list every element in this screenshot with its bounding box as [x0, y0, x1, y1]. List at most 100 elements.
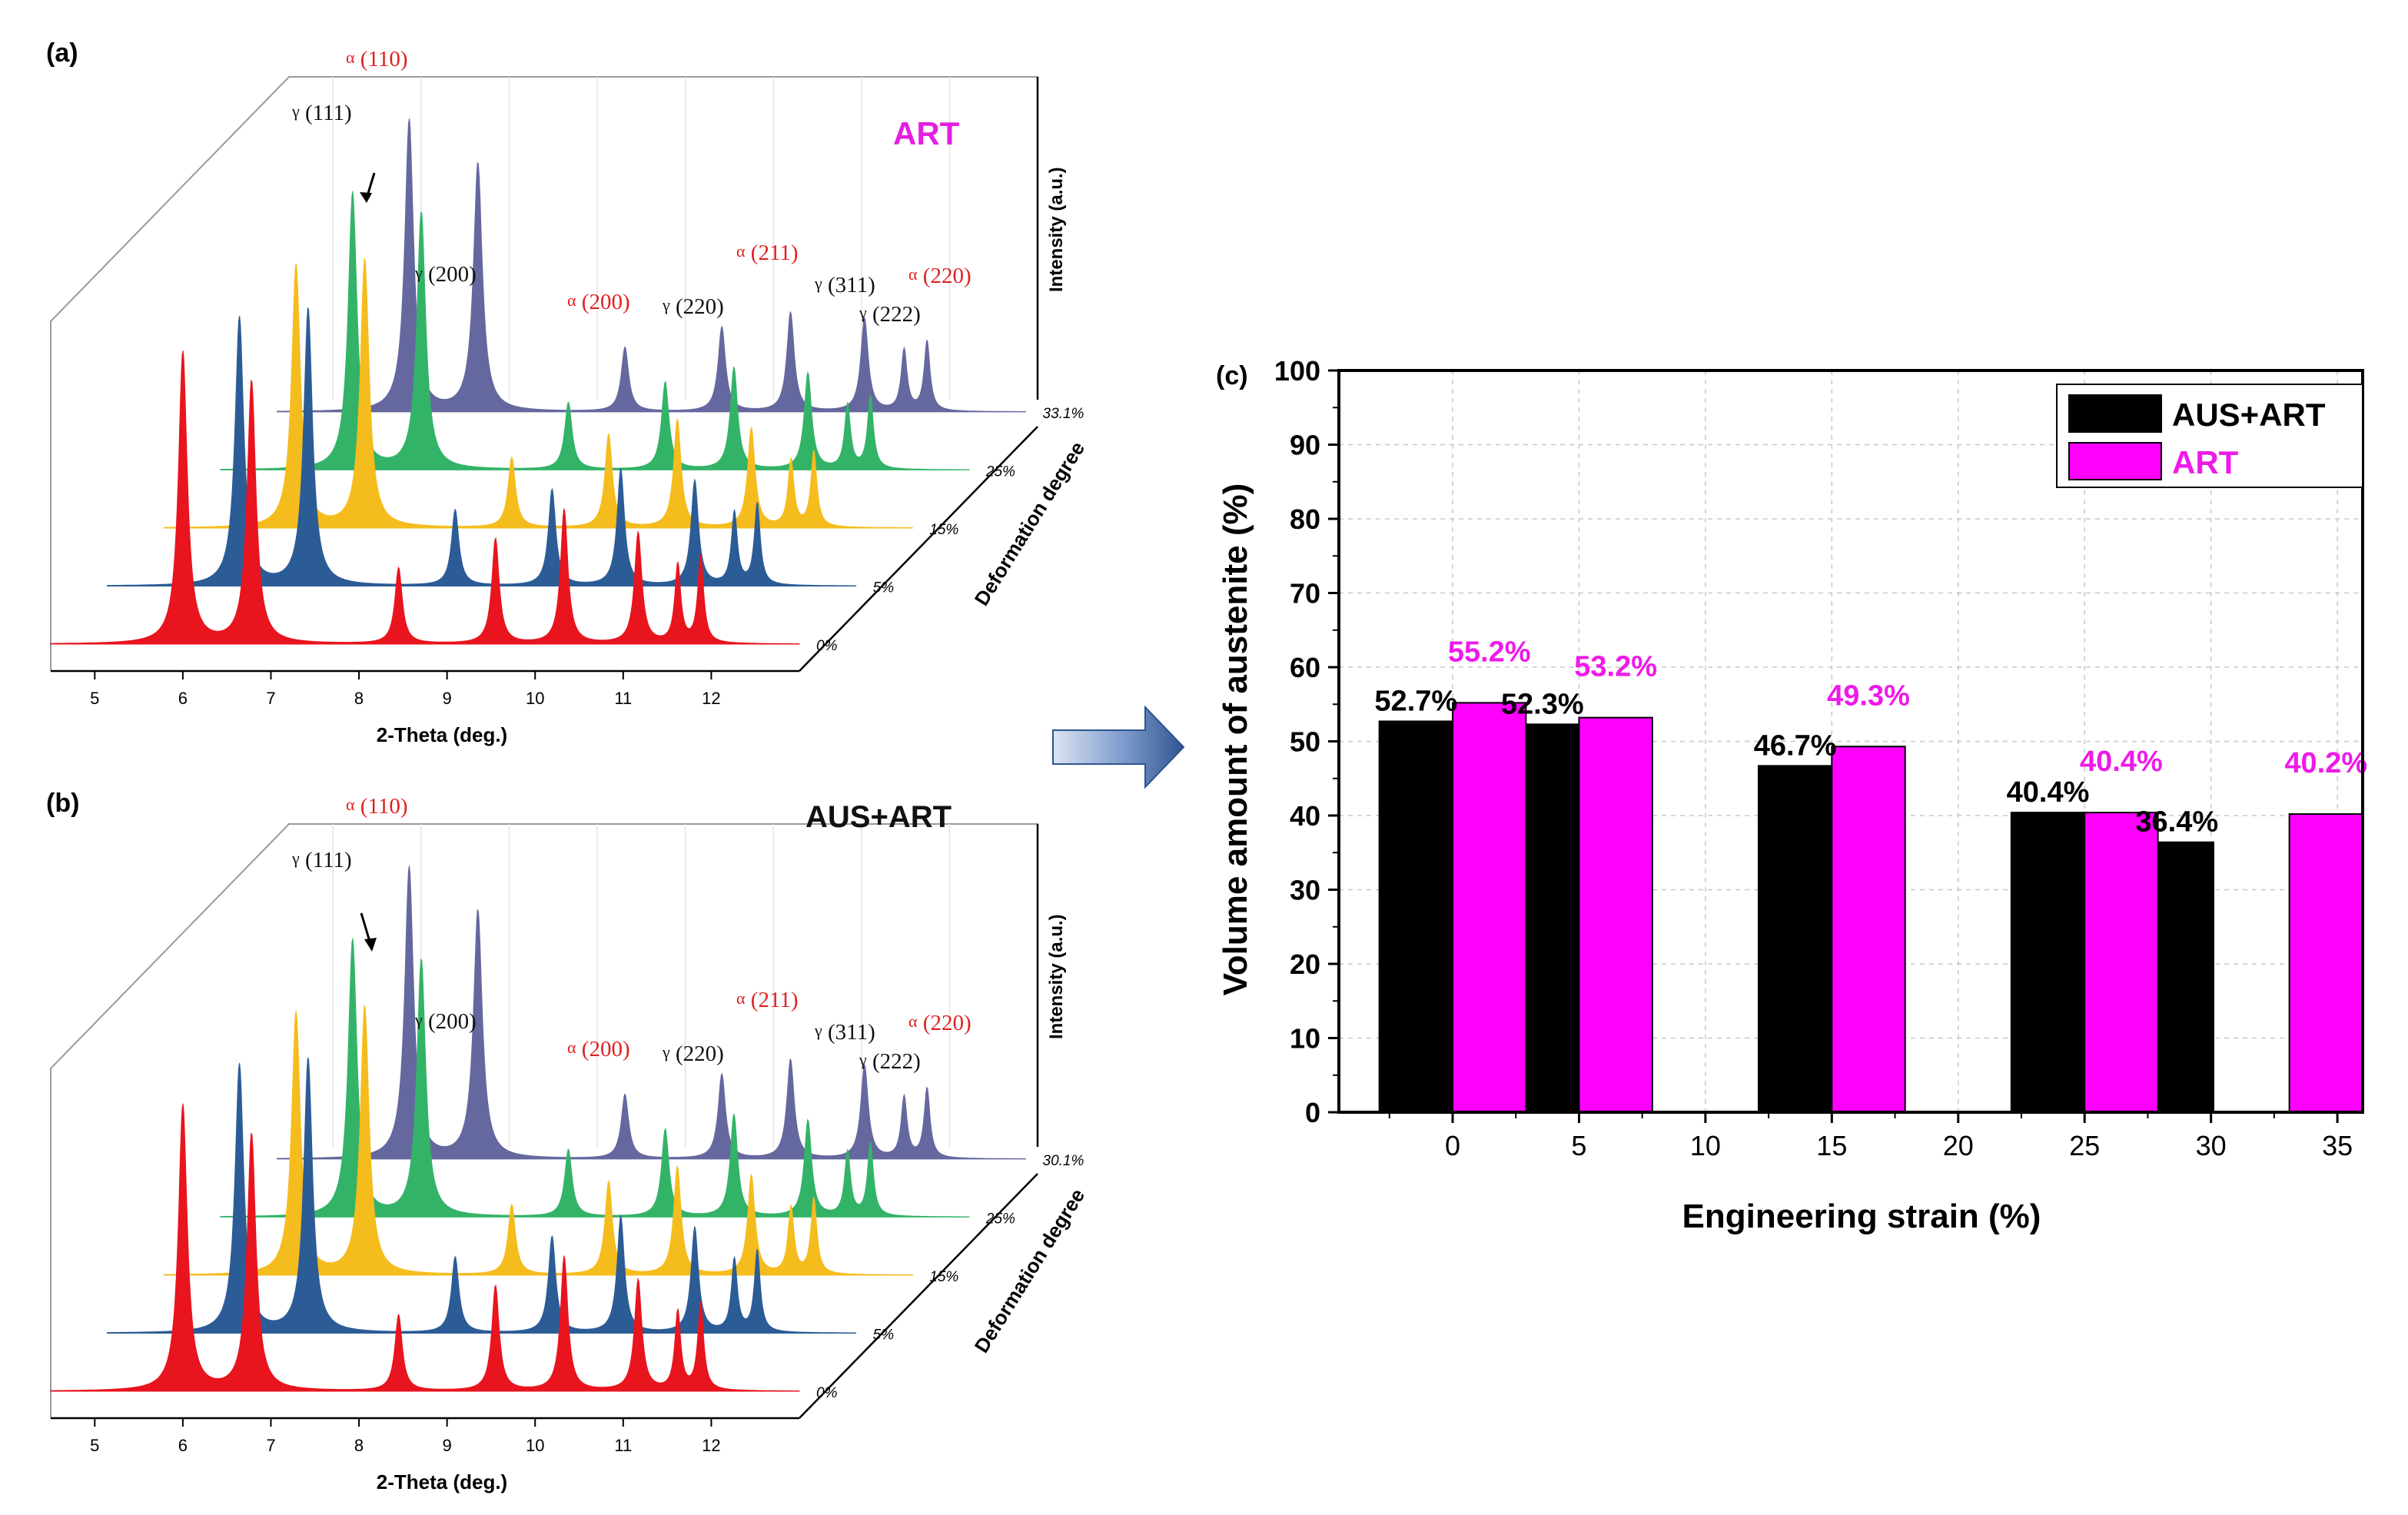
deformation-label: 15%: [929, 1269, 958, 1285]
panel-a-y-axis-label: Intensity (a.u.): [1046, 167, 1067, 292]
spectrum-0%: [50, 1103, 800, 1392]
panel-c-y-axis-label: Volume amount of austenite (%): [1217, 483, 1254, 996]
panel-a-peak-pointer-arrowhead: [360, 192, 372, 203]
x-tick-label: 7: [266, 1436, 275, 1455]
panel-b-spectra: [50, 865, 1026, 1392]
peak-label-gamma: γ (220): [662, 294, 724, 319]
x-tick-label: 12: [702, 689, 720, 708]
y-tick-label: 100: [1274, 355, 1320, 387]
x-tick-label: 5: [90, 689, 99, 708]
bar-value-label: 36.4%: [2135, 806, 2218, 839]
peak-label-alpha: α (220): [908, 264, 972, 288]
panel-a-x-ticks: 5 6 7 8 9 10 11 12: [90, 671, 721, 708]
bar-value-label: 53.2%: [1574, 651, 1657, 683]
spectrum-25%: [220, 938, 970, 1218]
panel-c-austenite-bar-chart: (c) 52.7% 52.3% 46.7% 40.4% 36.4% 55.2% 53.2% 4…: [1216, 355, 2367, 1235]
x-tick-label: 6: [178, 689, 188, 708]
peak-label-gamma: γ (311): [814, 273, 875, 297]
y-tick-label: 40: [1290, 800, 1320, 832]
panel-a-deformation-labels: 33.1% 25% 15% 5% 0%: [816, 406, 1084, 654]
y-tick-label: 10: [1290, 1023, 1320, 1055]
panel-c-x-axis-label: Engineering strain (%): [1682, 1198, 2041, 1235]
panel-b-title: AUS+ART: [805, 800, 952, 834]
peak-label-gamma: γ (222): [859, 302, 921, 327]
panel-c-bars: [1378, 702, 2364, 1113]
bar-AUS+ART: [2010, 812, 2086, 1113]
legend-label: AUS+ART: [2172, 397, 2326, 433]
bar-value-label: 55.2%: [1448, 636, 1531, 668]
y-tick-label: 30: [1290, 875, 1320, 906]
panel-a-xrd-art: (a) 5 6 7 8 9 10 11 12 33.1% 25% 15% 5% 0% γ (111) α…: [46, 38, 1089, 746]
peak-label-gamma: γ (220): [662, 1042, 724, 1066]
panel-b-xrd-aus-art: (b) 5 6 7 8 9 10 11 12 30.1% 25% 15% 5% 0% γ (111) α…: [46, 789, 1089, 1493]
peak-label-alpha: α (110): [346, 794, 408, 819]
panel-a-spectra: [50, 118, 1026, 645]
bar-ART: [2084, 812, 2159, 1113]
x-tick-label: 15: [1816, 1130, 1847, 1161]
panel-a-title: ART: [893, 115, 960, 151]
panel-a-peak-labels: γ (111) α (110) γ (200) α (200) γ (220) α (21…: [291, 47, 972, 327]
y-tick-label: 70: [1290, 578, 1320, 610]
panel-b-peak-pointer-arrowhead: [364, 938, 377, 952]
legend-label: ART: [2172, 444, 2239, 480]
bar-value-label: 40.2%: [2284, 747, 2367, 779]
peak-label-alpha: α (200): [567, 290, 630, 314]
peak-label-alpha: α (220): [908, 1011, 972, 1035]
spectrum-15%: [163, 257, 913, 529]
depth-axis-line: [799, 426, 1038, 672]
bar-ART: [1831, 746, 1906, 1113]
peak-label-gamma: γ (311): [814, 1020, 875, 1045]
deformation-label: 25%: [985, 463, 1015, 480]
bar-value-label: 52.7%: [1374, 685, 1457, 717]
x-tick-label: 8: [354, 1436, 364, 1455]
peak-label-alpha: α (211): [736, 241, 799, 265]
x-tick-label: 9: [443, 1436, 452, 1455]
panel-a-label: (a): [46, 38, 78, 68]
x-tick-label: 0: [1445, 1130, 1460, 1161]
transition-arrow-icon: [1052, 705, 1185, 789]
peak-label-gamma: γ (222): [859, 1049, 921, 1074]
deformation-label: 5%: [873, 580, 895, 596]
peak-label-gamma: γ (111): [291, 848, 352, 872]
x-tick-label: 10: [526, 689, 544, 708]
panel-b-deformation-labels: 30.1% 25% 15% 5% 0%: [816, 1153, 1084, 1401]
panel-c-label: (c): [1216, 361, 1248, 390]
x-tick-label: 5: [1571, 1130, 1586, 1161]
depth-axis-line: [799, 1173, 1038, 1419]
peak-label-gamma: γ (111): [291, 101, 352, 125]
panel-b-y-axis-label: Intensity (a.u.): [1046, 914, 1067, 1039]
deformation-label: 5%: [873, 1327, 895, 1343]
deformation-label: 0%: [816, 638, 838, 654]
x-tick-label: 8: [354, 689, 364, 708]
bar-value-label: 40.4%: [2080, 746, 2163, 778]
panel-c-legend: AUS+ART ART: [2056, 384, 2363, 488]
y-tick-label: 80: [1290, 503, 1320, 535]
deformation-label: 30.1%: [1043, 1153, 1084, 1169]
peak-label-alpha: α (110): [346, 47, 408, 71]
bar-ART: [2288, 813, 2364, 1113]
x-tick-label: 11: [614, 689, 632, 708]
bar-AUS+ART: [1757, 765, 1833, 1113]
spectrum-15%: [163, 1005, 913, 1276]
bar-value-label: 52.3%: [1501, 688, 1584, 720]
y-tick-label: 60: [1290, 652, 1320, 683]
spectrum-33.1%: [277, 118, 1026, 413]
y-tick-label: 90: [1290, 430, 1320, 461]
deformation-label: 0%: [816, 1385, 838, 1401]
peak-label-alpha: α (211): [736, 988, 799, 1012]
panel-b-peak-labels: γ (111) α (110) γ (200) α (200) γ (220) α (21…: [291, 794, 972, 1074]
panel-b-3d-frame: [50, 823, 1039, 1420]
x-tick-label: 6: [178, 1436, 188, 1455]
panel-c-axes: 0 10 20 30 40 50 60 70 80 90 100 0 5 10 15 20 25 30 35: [1274, 355, 2364, 1161]
panel-b-x-axis-label: 2-Theta (deg.): [377, 1470, 507, 1493]
peak-label-alpha: α (200): [567, 1037, 630, 1061]
legend-swatch-ART: [2068, 442, 2162, 480]
x-tick-label: 30: [2196, 1130, 2227, 1161]
deformation-label: 33.1%: [1043, 406, 1084, 422]
spectrum-5%: [107, 307, 857, 586]
bar-ART: [1452, 702, 1527, 1113]
bar-AUS+ART: [1378, 720, 1453, 1113]
spectrum-30.1%: [277, 865, 1026, 1160]
panel-b-x-ticks: 5 6 7 8 9 10 11 12: [90, 1418, 721, 1455]
